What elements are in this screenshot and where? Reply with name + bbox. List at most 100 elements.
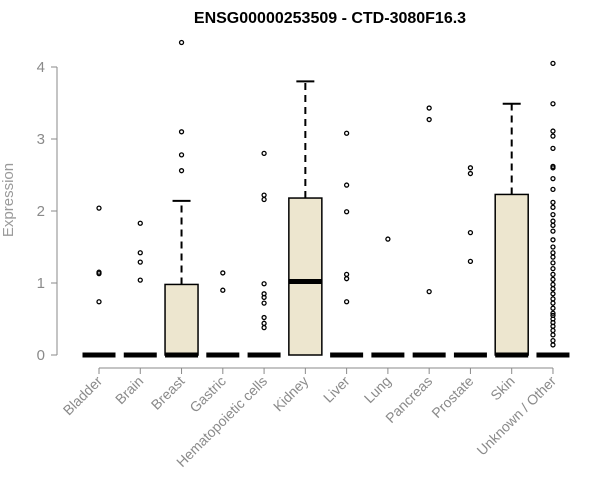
outlier-point bbox=[550, 276, 556, 283]
outlier-point bbox=[550, 218, 556, 224]
y-tick-label: 2 bbox=[37, 203, 45, 220]
outlier-point bbox=[261, 294, 267, 301]
box-unknown-other bbox=[536, 60, 570, 358]
outlier-point bbox=[426, 105, 432, 111]
outlier-point bbox=[137, 220, 143, 226]
outlier-point bbox=[343, 130, 350, 136]
outlier-point bbox=[550, 323, 556, 329]
x-tick-label: Liver bbox=[320, 373, 353, 406]
outlier-point bbox=[550, 260, 556, 266]
box-prostate bbox=[453, 165, 487, 358]
outlier-point bbox=[178, 168, 185, 174]
outlier-point bbox=[550, 145, 556, 152]
box-breast bbox=[164, 39, 199, 358]
box-body bbox=[494, 193, 529, 356]
outlier-point bbox=[550, 222, 556, 229]
x-tick-label: Bladder bbox=[60, 373, 106, 419]
outlier-point bbox=[550, 265, 556, 272]
outlier-point bbox=[343, 182, 350, 188]
outlier-point bbox=[550, 342, 556, 348]
outlier-point bbox=[550, 281, 556, 288]
outlier-point bbox=[467, 165, 474, 171]
outlier-point bbox=[220, 270, 226, 276]
outlier-point bbox=[178, 129, 185, 135]
y-tick-label: 0 bbox=[37, 347, 45, 364]
x-tick-label: Brain bbox=[112, 373, 146, 407]
outlier-point bbox=[550, 237, 556, 243]
outlier-point bbox=[137, 250, 143, 256]
outlier-point bbox=[137, 259, 143, 265]
outlier-point bbox=[343, 276, 350, 282]
outlier-point bbox=[550, 286, 556, 292]
y-tick-label: 4 bbox=[37, 59, 45, 76]
box-kidney bbox=[288, 80, 323, 356]
y-axis: 0 1 2 3 4 bbox=[37, 59, 58, 364]
outlier-point bbox=[343, 209, 350, 215]
box-body bbox=[164, 283, 199, 356]
box-hematopoietic-cells bbox=[247, 150, 281, 358]
outlier-point bbox=[550, 101, 556, 107]
x-tick-label: Kidney bbox=[270, 373, 312, 415]
outlier-point bbox=[550, 310, 556, 316]
box-liver bbox=[330, 130, 364, 358]
outlier-point bbox=[550, 254, 556, 260]
outlier-point bbox=[343, 299, 350, 305]
outlier-point bbox=[261, 196, 267, 203]
outlier-point bbox=[178, 39, 185, 46]
outlier-point bbox=[550, 327, 556, 334]
outlier-point bbox=[550, 211, 556, 218]
outlier-point bbox=[96, 299, 102, 305]
outlier-point bbox=[550, 250, 556, 256]
outlier-point bbox=[385, 236, 391, 242]
outlier-point bbox=[96, 205, 102, 211]
outlier-point bbox=[467, 170, 474, 177]
y-axis-label: Expression bbox=[0, 163, 17, 237]
outlier-point bbox=[550, 228, 556, 234]
outlier-point bbox=[261, 320, 267, 326]
outlier-point bbox=[550, 271, 556, 278]
x-tick-label: Skin bbox=[487, 373, 518, 404]
box-skin bbox=[494, 102, 529, 358]
outlier-point bbox=[550, 332, 556, 338]
chart-title: ENSG00000253509 - CTD-3080F16.3 bbox=[194, 10, 466, 27]
outlier-point bbox=[550, 165, 556, 171]
outlier-point bbox=[426, 116, 432, 123]
outlier-point bbox=[550, 244, 556, 250]
x-tick-label: Lung bbox=[361, 373, 394, 406]
outlier-point bbox=[426, 288, 432, 295]
outlier-point bbox=[220, 287, 226, 293]
box-bladder bbox=[82, 205, 116, 358]
outlier-point bbox=[261, 192, 267, 198]
outlier-point bbox=[550, 175, 556, 182]
outlier-point bbox=[467, 258, 474, 265]
outlier-point bbox=[550, 199, 556, 206]
box-brain bbox=[123, 220, 157, 358]
box-gastric bbox=[206, 270, 240, 358]
outlier-point bbox=[261, 300, 267, 306]
outlier-point bbox=[550, 133, 556, 139]
outlier-point bbox=[550, 60, 556, 67]
outlier-point bbox=[343, 271, 350, 278]
outlier-point bbox=[261, 324, 267, 331]
y-tick-label: 1 bbox=[37, 275, 45, 292]
outlier-point bbox=[550, 305, 556, 311]
outlier-point bbox=[550, 300, 556, 306]
outlier-point bbox=[261, 314, 267, 321]
outlier-point bbox=[550, 296, 556, 302]
outlier-point bbox=[550, 128, 556, 134]
box-lung bbox=[371, 236, 405, 358]
outlier-point bbox=[467, 229, 474, 236]
outlier-point bbox=[550, 186, 556, 193]
x-tick-label: Breast bbox=[148, 373, 188, 413]
box-body bbox=[288, 197, 323, 356]
outlier-point bbox=[178, 152, 185, 158]
outlier-point bbox=[550, 337, 556, 344]
outlier-point bbox=[137, 277, 143, 283]
outlier-point bbox=[96, 270, 102, 277]
outlier-point bbox=[261, 150, 267, 157]
outlier-point bbox=[550, 291, 556, 297]
outlier-point bbox=[550, 204, 556, 211]
box-pancreas bbox=[412, 105, 446, 358]
outlier-point bbox=[261, 281, 267, 287]
